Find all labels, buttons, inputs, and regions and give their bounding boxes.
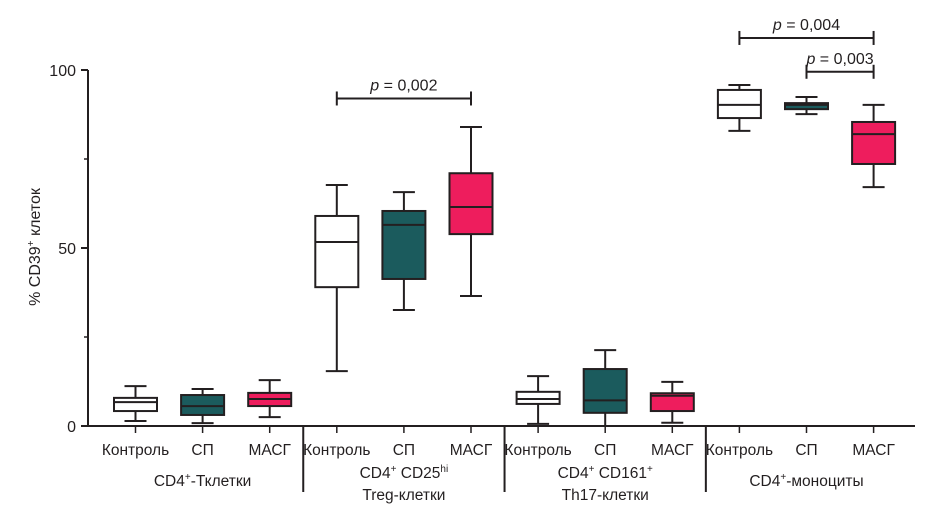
box-контроль xyxy=(113,385,158,423)
box-iqr xyxy=(649,392,695,413)
box-масг xyxy=(448,125,494,298)
box-iqr xyxy=(515,390,561,405)
significance-bracket: p = 0,003 xyxy=(805,51,875,79)
category-label: МАСГ xyxy=(852,442,895,459)
box-iqr xyxy=(851,120,897,165)
group-label-sup: + xyxy=(589,464,595,475)
category-label: СП xyxy=(594,442,616,459)
group-label-part: CD25 xyxy=(396,465,440,482)
group-label-part: -моноциты xyxy=(786,473,863,490)
box-масг xyxy=(247,379,293,419)
group-label: CD4+ CD161+ xyxy=(558,464,653,482)
p-value: = 0,003 xyxy=(815,51,873,68)
box-сп xyxy=(180,387,226,425)
x-axis xyxy=(87,425,915,492)
y-tick-label: 50 xyxy=(58,241,76,258)
box-контроль xyxy=(716,83,762,132)
p-symbol: p xyxy=(805,51,815,68)
significance-bracket: p = 0,004 xyxy=(738,17,875,45)
category-label: МАСГ xyxy=(248,442,291,459)
group-label-sup: + xyxy=(647,464,653,475)
box-сп xyxy=(381,191,427,311)
category-label: Контроль xyxy=(303,442,370,459)
group-label-sup: + xyxy=(185,472,191,483)
group-label-part: CD4 xyxy=(154,473,185,490)
box-контроль xyxy=(314,183,360,373)
group-label: Treg-клетки xyxy=(362,487,445,504)
box-iqr xyxy=(381,209,427,280)
p-value-label: p = 0,003 xyxy=(805,51,873,68)
y-tick-label: 0 xyxy=(67,419,76,436)
box-масг xyxy=(851,103,897,189)
box-iqr xyxy=(314,214,360,289)
group-label-sup: + xyxy=(780,472,786,483)
box-iqr xyxy=(113,396,158,413)
category-label: МАСГ xyxy=(450,442,493,459)
category-label: МАСГ xyxy=(651,442,694,459)
box-iqr xyxy=(784,102,829,111)
category-label: Контроль xyxy=(102,442,169,459)
group-label-sup: + xyxy=(391,464,397,475)
y-axis: 0 50 100 % CD39+ клеток xyxy=(26,63,89,436)
p-symbol: p xyxy=(369,77,379,94)
p-symbol: p xyxy=(772,17,782,34)
group-label-part: CD4 xyxy=(558,465,589,482)
group-label: CD4+-Тклетки xyxy=(154,472,251,490)
group-label: Th17-клетки xyxy=(562,487,649,504)
y-axis-title-sup: + xyxy=(26,240,37,246)
y-axis-title: % CD39+ клеток xyxy=(26,187,44,306)
box-контроль xyxy=(515,375,561,425)
group-label-part: Treg-клетки xyxy=(362,487,445,504)
group-label-part: CD4 xyxy=(360,465,391,482)
y-tick-label: 100 xyxy=(49,63,76,80)
boxes xyxy=(113,83,897,427)
p-value: = 0,004 xyxy=(782,17,840,34)
group-label-part: Th17-клетки xyxy=(562,487,649,504)
y-axis-title-part: клеток xyxy=(27,187,44,240)
significance-bracket: p = 0,002 xyxy=(335,77,472,106)
box-сп xyxy=(784,96,829,116)
group-label-part: CD4 xyxy=(749,473,780,490)
box-iqr xyxy=(180,394,226,416)
p-value-label: p = 0,002 xyxy=(369,77,437,94)
box-масг xyxy=(649,380,695,424)
category-label: СП xyxy=(393,442,415,459)
group-label: CD4+-моноциты xyxy=(749,472,863,490)
box-сп xyxy=(582,349,628,427)
box-iqr xyxy=(448,172,494,236)
group-label-sup: hi xyxy=(440,464,448,475)
category-label: Контроль xyxy=(504,442,571,459)
category-label: Контроль xyxy=(706,442,773,459)
group-label: CD4+ CD25hi xyxy=(360,464,449,482)
category-label: СП xyxy=(191,442,213,459)
p-value-label: p = 0,004 xyxy=(772,17,840,34)
box-iqr xyxy=(582,368,628,414)
group-label-part: -Тклетки xyxy=(191,473,252,490)
group-label-part: CD161 xyxy=(594,465,647,482)
category-label: СП xyxy=(795,442,817,459)
y-axis-title-part: % CD39 xyxy=(27,246,44,306)
p-value: = 0,002 xyxy=(379,77,437,94)
